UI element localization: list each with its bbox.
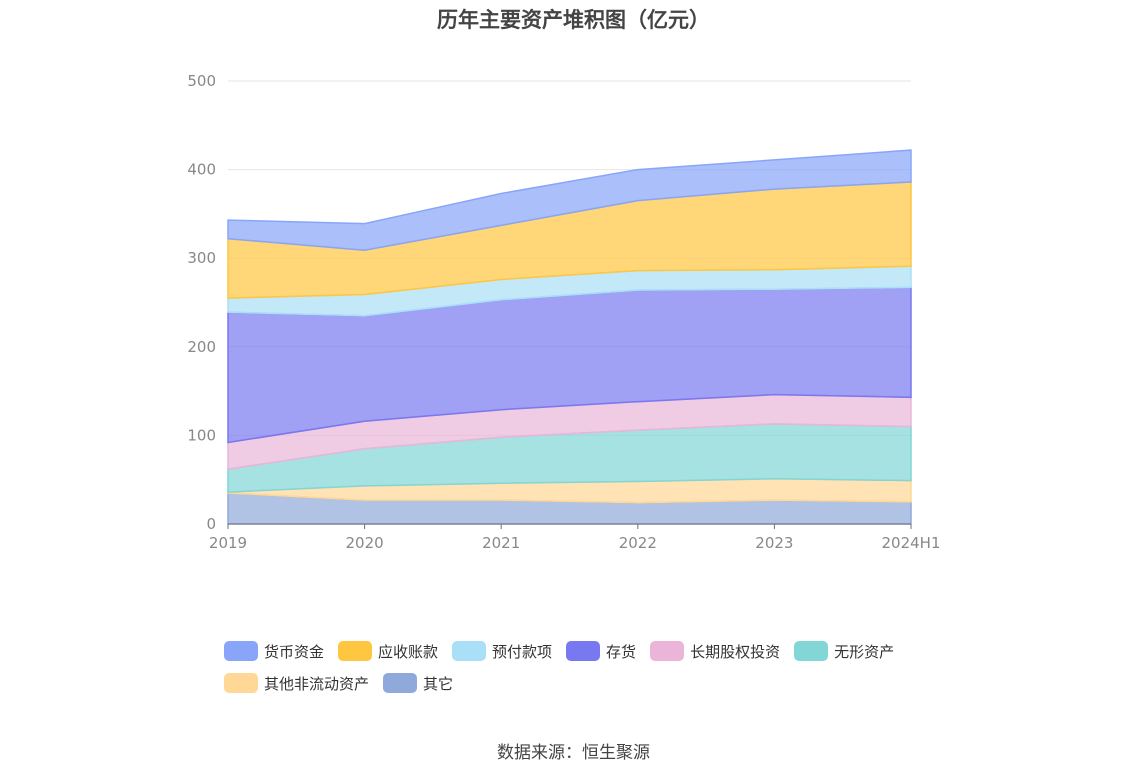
legend-item-预付款项[interactable]: 预付款项 [452, 640, 552, 662]
stacked-area-chart: 0 100 200 300 400 500 2019 2020 2021 2022 2023 2024… [187, 72, 940, 552]
legend-swatch [338, 641, 373, 661]
legend-item-应收账款[interactable]: 应收账款 [338, 640, 438, 662]
y-tick-label: 300 [187, 249, 216, 267]
x-tick-label: 2024H1 [882, 534, 941, 552]
area-series-货币资金[interactable] [227, 149, 912, 251]
legend-swatch [650, 641, 685, 661]
legend-label: 无形资产 [834, 642, 895, 661]
legend-item-无形资产[interactable]: 无形资产 [794, 640, 894, 662]
axes: 0 100 200 300 400 500 2019 2020 2021 2022 2023 2024… [187, 72, 940, 552]
legend-item-长期股权投资[interactable]: 长期股权投资 [650, 640, 780, 662]
x-tick-label: 2022 [619, 534, 657, 552]
legend-swatch [794, 641, 829, 661]
legend-swatch [383, 673, 418, 693]
legend-label: 货币资金 [264, 642, 325, 661]
legend-swatch [224, 673, 258, 693]
x-tick-label: 2020 [346, 534, 384, 552]
legend: 货币资金 应收账款 预付款项 存货 长期股权投资 无形资产其他非流动资产 其它 [224, 640, 944, 694]
legend-item-其它[interactable]: 其它 [383, 672, 453, 694]
legend-item-其他非流动资产[interactable]: 其他非流动资产 [224, 672, 369, 694]
legend-label: 其它 [423, 674, 454, 693]
data-source-note: 数据来源：恒生聚源 [497, 743, 650, 763]
y-tick-label: 200 [187, 338, 216, 356]
legend-item-货币资金[interactable]: 货币资金 [224, 640, 324, 662]
x-tick-label: 2023 [755, 534, 793, 552]
chart-title: 历年主要资产堆积图（亿元） [437, 8, 710, 32]
legend-label: 存货 [606, 642, 637, 661]
legend-swatch [224, 641, 258, 661]
legend-label: 应收账款 [378, 642, 439, 661]
legend-swatch [566, 641, 601, 661]
legend-item-存货[interactable]: 存货 [566, 640, 636, 662]
x-tick-label: 2021 [482, 534, 520, 552]
legend-label: 其他非流动资产 [264, 674, 370, 693]
y-tick-label: 0 [206, 515, 216, 533]
legend-label: 预付款项 [492, 642, 553, 661]
area-series [227, 149, 912, 525]
y-tick-label: 400 [187, 161, 216, 179]
y-tick-label: 100 [187, 426, 216, 444]
x-tick-label: 2019 [209, 534, 247, 552]
legend-swatch [452, 641, 487, 661]
y-tick-label: 500 [187, 72, 216, 90]
legend-label: 长期股权投资 [690, 642, 781, 661]
